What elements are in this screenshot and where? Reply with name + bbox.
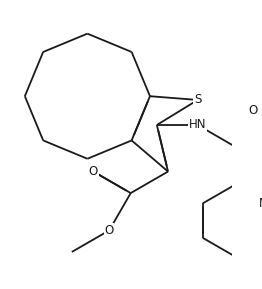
Text: HN: HN bbox=[189, 118, 206, 131]
Text: O: O bbox=[249, 103, 258, 116]
Text: S: S bbox=[194, 93, 201, 106]
Text: O: O bbox=[89, 165, 98, 178]
Text: O: O bbox=[105, 224, 114, 237]
Text: N: N bbox=[258, 197, 262, 210]
